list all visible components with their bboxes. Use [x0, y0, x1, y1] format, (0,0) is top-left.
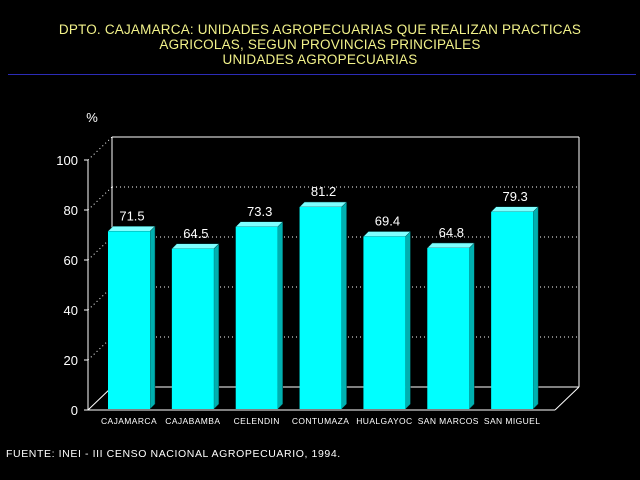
grid-diagonal-80: [87, 186, 113, 211]
floor-right-edge: [554, 386, 580, 411]
bar-value-label: 71.5: [119, 208, 144, 223]
bar-value-label: 81.2: [311, 184, 336, 199]
grid-diagonal-40: [87, 286, 113, 311]
bar-side: [149, 225, 156, 410]
bar-value-label: 64.5: [183, 226, 208, 241]
bar: [491, 211, 534, 409]
bar-top: [362, 231, 412, 237]
bar: [363, 236, 406, 409]
bar-side: [277, 221, 283, 410]
title-line-2: AGRICOLAS, SEGUN PROVINCIAS PRINCIPALES: [159, 37, 481, 52]
bar-side: [469, 242, 475, 410]
y-tick-label: 0: [71, 403, 78, 418]
x-tick-label: CONTUMAZA: [292, 416, 349, 426]
grid-diagonal-20: [87, 336, 113, 361]
bar-value-label: 79.3: [502, 189, 527, 204]
bar-top: [426, 242, 475, 249]
bar-top: [490, 206, 539, 212]
title-line-1: DPTO. CAJAMARCA: UNIDADES AGROPECUARIAS …: [58, 22, 582, 37]
y-axis-label: %: [86, 110, 98, 125]
y-tick-label: 80: [64, 203, 78, 218]
source-note: FUENTE: INEI - III CENSO NACIONAL AGROPE…: [6, 448, 341, 460]
bar-value-label: 73.3: [247, 204, 272, 219]
x-tick-label: HUALGAYOC: [356, 416, 412, 426]
bar-side: [532, 206, 539, 410]
y-tick-label: 100: [56, 153, 78, 168]
bar-top: [235, 221, 284, 227]
title-divider: [8, 74, 636, 75]
chart-labels: 0 20 40 60 80 100% 71.5 CAJAMARCA 64.5 CAJABAMBA 7…: [56, 110, 540, 426]
bar: [171, 248, 214, 409]
grid-diagonal-100: [87, 136, 113, 161]
bar-top: [298, 201, 348, 208]
chart-grid: [87, 136, 579, 361]
bar: [427, 248, 470, 409]
x-tick-label: CELENDIN: [234, 416, 280, 426]
bar: [108, 231, 150, 409]
bar-side: [213, 243, 220, 410]
x-tick-label: SAN MIGUEL: [484, 416, 540, 426]
y-tick-label: 20: [64, 353, 78, 368]
title-line-3: UNIDADES AGROPECUARIAS: [222, 52, 418, 67]
chart-title: DPTO. CAJAMARCA: UNIDADES AGROPECUARIAS …: [0, 22, 640, 67]
grid-diagonal-60: [87, 236, 113, 261]
bar-top: [171, 243, 220, 249]
y-tick-label: 40: [64, 303, 78, 318]
bar-side: [341, 201, 347, 410]
chart-bars: [107, 201, 539, 410]
bar-value-label: 64.8: [439, 225, 464, 240]
bar-value-label: 69.4: [375, 214, 400, 229]
x-tick-label: SAN MARCOS: [418, 416, 479, 426]
bar-side: [405, 230, 411, 410]
bar: [235, 226, 278, 409]
y-tick-label: 60: [64, 253, 78, 268]
x-tick-label: CAJABAMBA: [165, 416, 220, 426]
bar: [299, 207, 342, 409]
x-tick-label: CAJAMARCA: [101, 416, 157, 426]
bar-top: [107, 226, 156, 232]
